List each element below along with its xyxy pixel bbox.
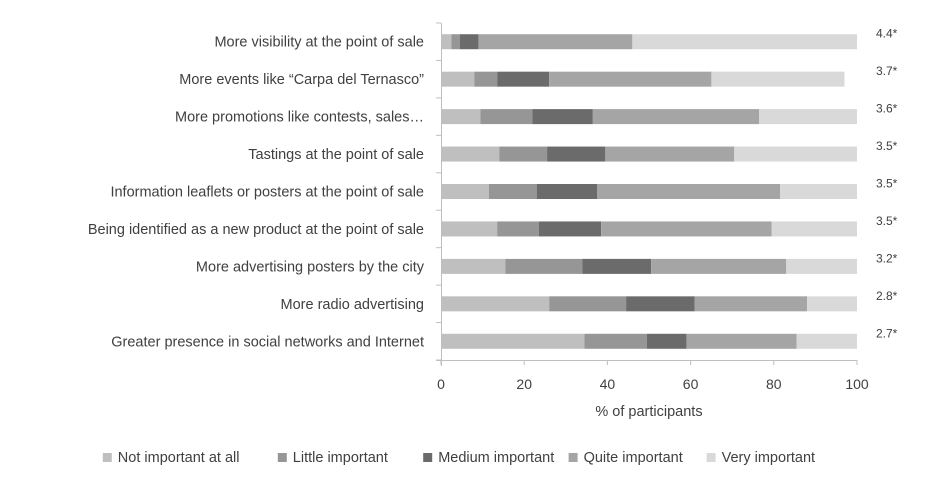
bar-segment [499,146,548,162]
x-tick-labels: 0 20 40 60 80 100 [437,376,869,392]
legend-label: Very important [722,450,816,466]
legend-swatch [277,453,287,462]
bar-segment [584,333,647,349]
bar-segment [441,71,475,87]
bars-layer [441,34,857,349]
category-label: More events like “Carpa del Ternasco” [179,72,424,88]
score-label: 3.6* [876,102,898,116]
category-labels: More visibility at the point of sale More… [88,35,425,351]
bar-segment [796,333,857,349]
bar-segment [441,184,489,199]
category-label: Information leaflets or posters at the p… [110,185,424,201]
bar-segment [441,296,550,312]
bar-segment [441,146,500,162]
category-label: More radio advertising [281,297,424,313]
bar-segment [734,146,857,162]
legend-swatch [568,453,578,462]
legend-swatch [423,453,433,462]
legend-label: Quite important [584,450,683,466]
category-label: More promotions like contests, sales… [175,110,424,126]
bar-segment [549,71,712,87]
x-tick-label: 60 [683,376,699,392]
bar-segment [786,258,857,274]
bar-segment [549,296,627,312]
category-label: More advertising posters by the city [196,259,425,275]
bar-segment [474,71,498,87]
bar-segment [632,34,857,50]
score-label: 3.5* [876,139,898,153]
category-label: Being identified as a new product at the… [88,222,424,238]
bar-segment [505,258,583,274]
bar-segment [780,184,857,199]
x-tick-label: 80 [766,376,782,392]
score-label: 3.5* [876,177,898,191]
x-tick-label: 40 [600,376,616,392]
bar-segment [694,296,808,312]
bar-segment [771,221,857,237]
bar-segment [488,184,537,199]
legend-label: Medium important [438,450,554,466]
category-label: Tastings at the point of sale [248,147,424,163]
bar-segment [532,109,593,125]
score-label: 2.7* [876,326,898,340]
bar-segment [582,258,652,274]
bar-segment [497,221,539,237]
x-tick-label: 20 [516,376,532,392]
legend-label: Not important at all [118,450,240,466]
x-tick-label: 100 [845,376,869,392]
bar-segment [547,146,606,162]
legend-swatch [706,453,716,462]
category-label: Greater presence in social networks and … [111,334,424,350]
bar-segment [597,184,781,199]
x-axis-title: % of participants [595,404,702,420]
bar-segment [441,333,585,349]
bar-segment [536,184,597,199]
bar-segment [592,109,760,125]
bar-segment [480,109,533,125]
score-label: 4.4* [876,27,898,41]
bar-segment [651,258,787,274]
bar-segment [538,221,602,237]
bar-segment [807,296,857,312]
score-label: 3.5* [876,214,898,228]
score-label: 2.8* [876,289,898,303]
bar-segment [459,34,479,50]
legend-swatch [102,453,112,462]
legend: Not important at all Little important Medi… [102,450,816,466]
bar-segment [441,109,481,125]
x-tick-label: 0 [437,376,445,392]
bar-segment [478,34,633,50]
bar-segment [451,34,460,50]
score-label: 3.2* [876,251,898,265]
bar-segment [686,333,797,349]
bar-segment [441,34,452,50]
bar-segment [441,258,506,274]
bar-segment [497,71,550,87]
axis-layer [436,22,858,366]
legend-label: Little important [293,450,388,466]
score-label: 3.7* [876,64,898,78]
bar-segment [441,221,498,237]
bar-segment [601,221,772,237]
category-label: More visibility at the point of sale [214,35,424,51]
bar-segment [711,71,845,87]
bar-segment [626,296,695,312]
bar-segment [605,146,735,162]
score-labels: 4.4* 3.7* 3.6* 3.5* 3.5* 3.5* 3.2* 2.8* 2.7* [876,27,898,341]
bar-segment [646,333,687,349]
bar-segment [759,109,857,125]
